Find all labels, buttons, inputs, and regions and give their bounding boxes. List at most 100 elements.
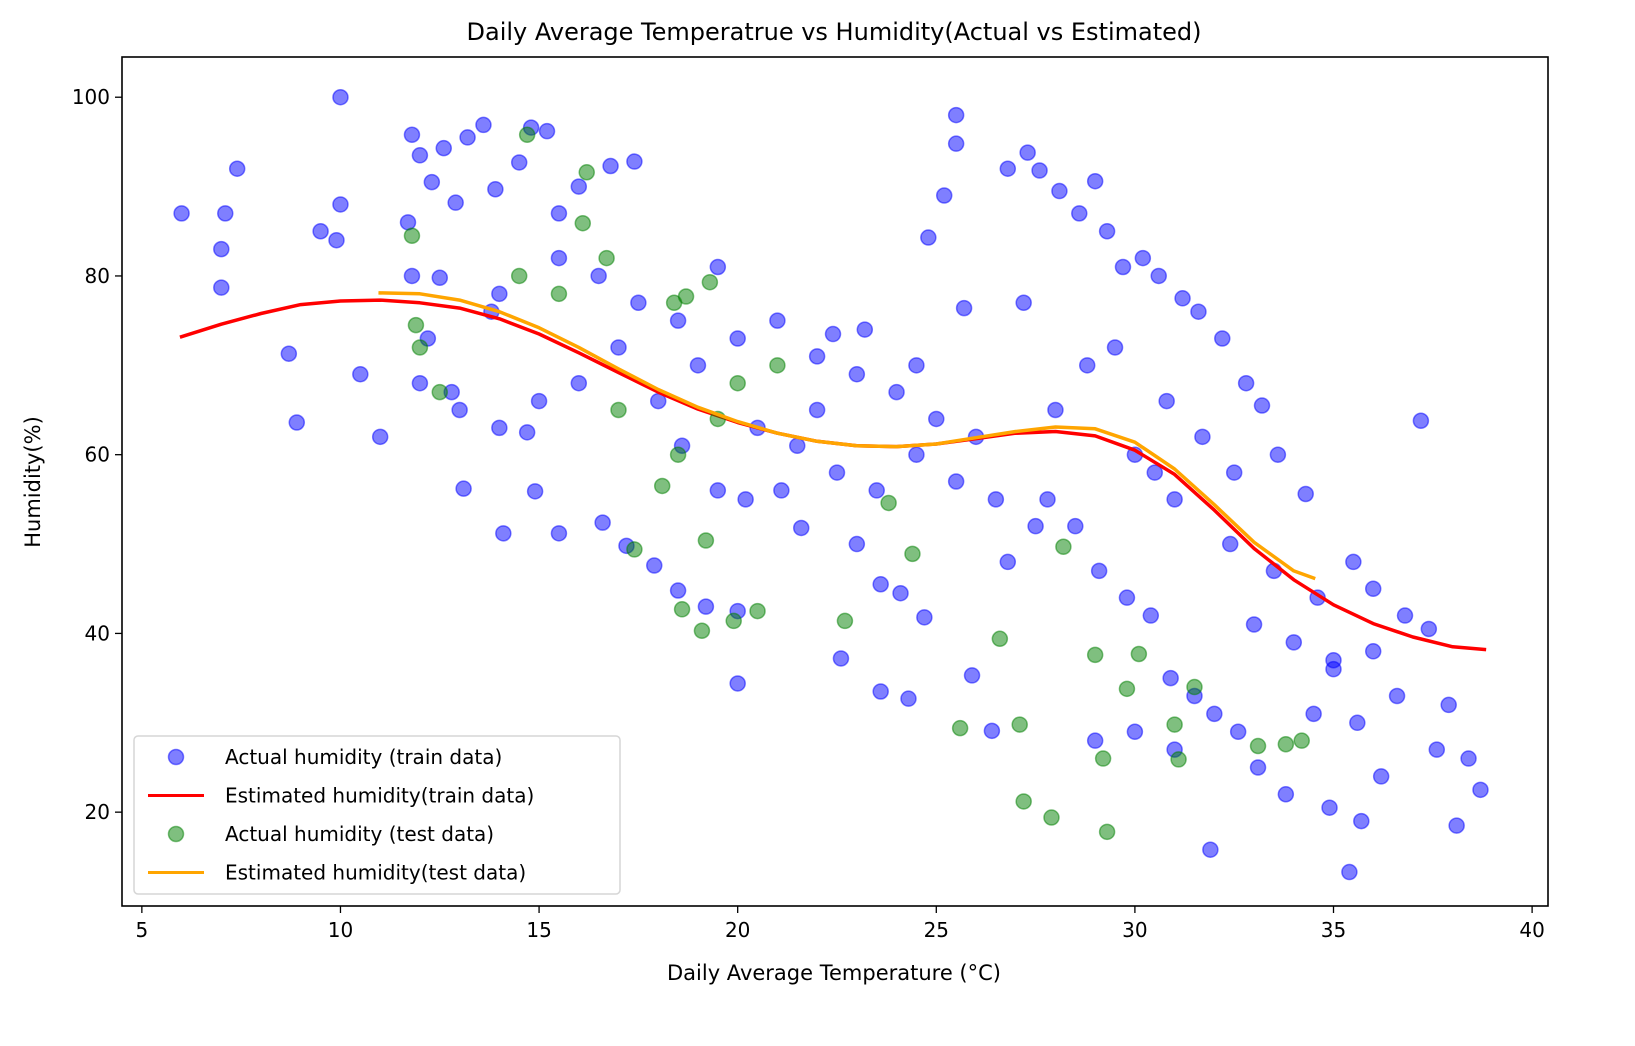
x-tick-label: 20: [725, 918, 750, 942]
data-point: [491, 285, 508, 303]
data-point: [1448, 817, 1465, 834]
data-point: [1067, 517, 1084, 535]
data-point: [904, 545, 921, 563]
data-point: [1221, 535, 1239, 553]
data-point: [407, 316, 425, 334]
data-point: [1440, 696, 1457, 714]
data-point: [1106, 339, 1124, 356]
data-point: [955, 299, 973, 317]
x-tick-label: 25: [924, 918, 949, 942]
data-point: [689, 357, 707, 374]
data-point: [403, 126, 421, 144]
data-point: [769, 312, 786, 329]
data-point: [999, 553, 1017, 571]
data-point: [729, 374, 746, 392]
data-point: [749, 602, 766, 620]
data-point: [578, 164, 595, 181]
data-point: [626, 153, 643, 170]
data-point: [431, 383, 449, 401]
data-point: [626, 541, 643, 558]
data-point: [1051, 182, 1068, 200]
data-point: [729, 675, 746, 692]
data-point: [510, 267, 528, 285]
data-point: [280, 345, 298, 362]
data-point: [1349, 714, 1366, 732]
data-point: [1146, 464, 1164, 481]
data-point: [856, 321, 874, 338]
data-point: [1420, 620, 1438, 638]
data-point: [999, 160, 1017, 177]
data-point: [900, 690, 917, 707]
legend-label: Estimated humidity(train data): [225, 784, 534, 808]
data-point: [1126, 723, 1144, 740]
x-axis-label: Daily Average Temperature (°C): [667, 961, 1001, 985]
data-point: [1039, 491, 1056, 508]
data-point: [399, 214, 417, 231]
data-point: [1345, 553, 1362, 571]
legend-box: [133, 735, 621, 895]
data-point: [1170, 751, 1187, 768]
data-point: [1047, 401, 1064, 419]
data-point: [447, 194, 464, 211]
legend-item: Actual humidity (test data): [167, 822, 494, 846]
data-point: [669, 312, 687, 329]
data-point: [1027, 517, 1044, 535]
data-point: [828, 464, 846, 481]
data-point: [590, 267, 607, 285]
data-point: [411, 339, 429, 356]
data-point: [1325, 651, 1342, 669]
data-point: [951, 719, 969, 737]
data-point: [475, 116, 492, 134]
data-point: [947, 473, 965, 490]
data-point: [1214, 330, 1231, 347]
data-point: [1019, 144, 1036, 161]
series-line: [378, 291, 1316, 581]
data-point: [1364, 580, 1382, 597]
data-point: [1094, 750, 1112, 767]
data-point: [1277, 786, 1295, 803]
data-point: [217, 205, 234, 222]
data-point: [646, 557, 663, 574]
data-point: [1428, 741, 1446, 758]
series-0: [173, 88, 1489, 881]
data-point: [518, 424, 536, 441]
data-point: [328, 231, 345, 249]
data-point: [1015, 294, 1032, 312]
data-point: [598, 249, 615, 267]
data-point: [1372, 768, 1390, 785]
data-point: [987, 491, 1005, 508]
data-point: [697, 532, 715, 549]
data-point: [709, 482, 727, 499]
y-axis-label: Humidity(%): [21, 416, 45, 548]
data-point: [1245, 616, 1263, 633]
data-point: [1071, 205, 1088, 222]
data-point: [769, 357, 786, 374]
data-point: [872, 576, 889, 593]
data-point: [451, 401, 468, 419]
data-point: [669, 446, 687, 463]
data-point: [872, 683, 889, 700]
data-point: [550, 205, 568, 222]
data-point: [1206, 705, 1223, 723]
legend-marker: [167, 748, 185, 766]
data-point: [1166, 491, 1183, 508]
data-point: [1130, 645, 1148, 663]
data-point: [1472, 781, 1489, 799]
data-point: [487, 181, 504, 198]
data-point: [947, 106, 965, 124]
data-point: [792, 519, 810, 537]
y-axis: 20 40 60 80 100: [72, 85, 122, 824]
legend-label: Estimated humidity(test data): [225, 861, 526, 885]
data-point: [1166, 716, 1183, 733]
data-point: [908, 446, 925, 463]
data-point: [1194, 428, 1211, 446]
data-point: [602, 157, 619, 175]
data-point: [1098, 223, 1116, 240]
data-point: [1174, 290, 1191, 307]
data-point: [653, 477, 671, 495]
data-point: [935, 187, 953, 204]
data-point: [1015, 793, 1032, 810]
y-tick-label: 100: [72, 85, 110, 109]
data-point: [963, 667, 981, 684]
